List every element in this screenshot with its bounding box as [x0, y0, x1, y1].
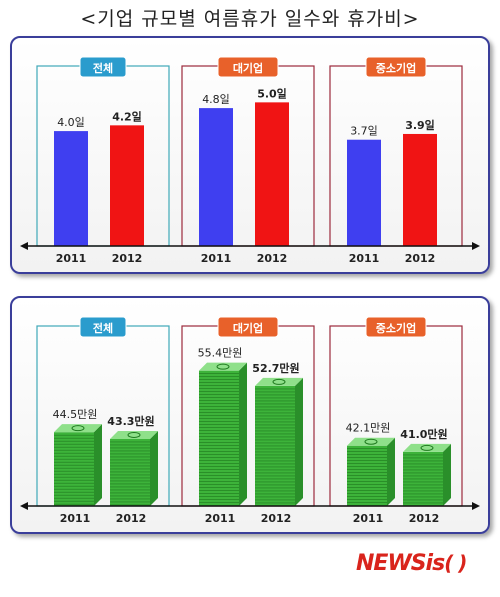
- x-tick-large-2011: 2011: [201, 252, 232, 265]
- x-tick-all-2012: 2012: [116, 512, 147, 525]
- group-label-sme: 중소기업: [376, 321, 416, 335]
- x-tick-sme-2011: 2011: [349, 252, 380, 265]
- page-title: <기업 규모별 여름휴가 일수와 휴가비>: [80, 8, 420, 30]
- watermark-brand: NEWSis: [356, 551, 445, 576]
- x-axis-arrow-left: [20, 242, 28, 250]
- bar-large-2012: [255, 102, 289, 246]
- money-stack-all-2011: [54, 424, 102, 506]
- value-label-large-2012: 52.7만원: [252, 361, 299, 375]
- money-stack-sme-2012: [403, 443, 451, 507]
- vacation-cost-chart-panel: 전체 44.5만원 2011 43.3만원 2012 대기업 55.4만원 2011 52.7만…: [10, 296, 490, 534]
- bar-all-2011: [54, 131, 88, 246]
- value-label-all-2011: 44.5만원: [53, 408, 98, 421]
- value-label-all-2012: 43.3만원: [107, 414, 154, 428]
- x-axis-arrow-left: [20, 502, 28, 510]
- money-stack-large-2011: [199, 362, 247, 506]
- x-tick-sme-2012: 2012: [405, 252, 436, 265]
- value-label-sme-2012: 41.0만원: [400, 427, 447, 441]
- x-tick-sme-2011: 2011: [353, 512, 384, 525]
- group-badge-large: [217, 316, 279, 338]
- money-stack-large-2012: [255, 377, 303, 507]
- value-label-sme-2012: 3.9일: [405, 118, 435, 132]
- value-label-large-2012: 5.0일: [257, 86, 287, 100]
- money-stack-sme-2011: [347, 437, 395, 507]
- bar-all-2012: [110, 125, 144, 246]
- x-tick-all-2011: 2011: [60, 512, 91, 525]
- value-label-all-2012: 4.2일: [112, 109, 142, 123]
- bar-sme-2011: [347, 139, 381, 246]
- group-label-all: 전체: [93, 321, 113, 335]
- group-label-large: 대기업: [233, 61, 263, 75]
- group-label-all: 전체: [93, 61, 113, 75]
- bar-large-2011: [199, 108, 233, 246]
- value-label-all-2011: 4.0일: [57, 115, 85, 129]
- group-badge-sme: [365, 316, 427, 338]
- x-axis-arrow-right: [472, 242, 480, 250]
- group-label-large: 대기업: [233, 321, 263, 335]
- x-tick-all-2011: 2011: [56, 252, 87, 265]
- group-badge-sme: [365, 56, 427, 78]
- watermark-suffix: ( ): [444, 551, 467, 575]
- group-badge-large: [217, 56, 279, 78]
- value-label-sme-2011: 3.7일: [350, 124, 378, 138]
- value-label-large-2011: 55.4만원: [198, 347, 243, 360]
- x-tick-sme-2012: 2012: [409, 512, 440, 525]
- newsis-watermark: NEWSis( ): [356, 551, 467, 576]
- group-label-sme: 중소기업: [376, 61, 416, 75]
- x-tick-large-2012: 2012: [257, 252, 288, 265]
- value-label-sme-2011: 42.1만원: [346, 422, 391, 435]
- money-stack-all-2012: [110, 430, 158, 506]
- vacation-days-chart-panel: 전체 4.0일 2011 4.2일 2012 대기업 4.8일 2011 5.0일 2012 중소기…: [10, 36, 490, 274]
- bar-sme-2012: [403, 133, 437, 246]
- group-badge-all: [79, 316, 127, 338]
- vacation-days-chart: 전체 4.0일 2011 4.2일 2012 대기업 4.8일 2011 5.0일 2012 중소기…: [20, 56, 480, 265]
- x-tick-large-2012: 2012: [261, 512, 292, 525]
- x-axis-arrow-right: [472, 502, 480, 510]
- x-tick-large-2011: 2011: [205, 512, 236, 525]
- x-tick-all-2012: 2012: [112, 252, 143, 265]
- group-badge-all: [79, 56, 127, 78]
- vacation-cost-chart: 전체 44.5만원 2011 43.3만원 2012 대기업 55.4만원 2011 52.7만…: [20, 316, 480, 525]
- value-label-large-2011: 4.8일: [202, 92, 230, 106]
